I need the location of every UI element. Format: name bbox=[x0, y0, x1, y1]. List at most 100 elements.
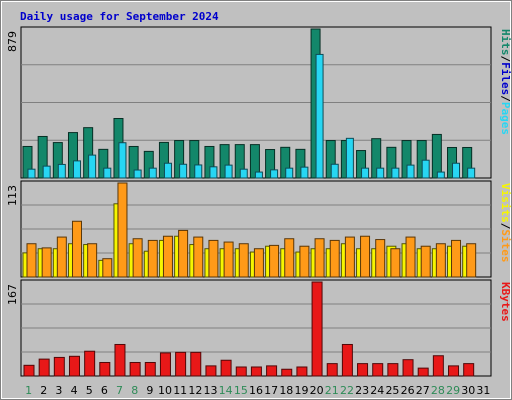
day-label-21: 21 bbox=[325, 384, 339, 397]
bar-sites-9 bbox=[147, 239, 158, 278]
bar-sites-21 bbox=[329, 239, 340, 278]
bar-kbytes-14 bbox=[220, 359, 232, 377]
bar-pages-7 bbox=[118, 142, 127, 179]
day-label-26: 26 bbox=[401, 384, 415, 397]
bar-sites-11 bbox=[178, 229, 189, 278]
bar-hits-16 bbox=[249, 144, 260, 179]
bar-pages-21 bbox=[330, 163, 339, 179]
bar-sites-28 bbox=[435, 243, 446, 278]
bar-kbytes-17 bbox=[266, 365, 278, 377]
day-label-19: 19 bbox=[294, 384, 308, 397]
bar-sites-19 bbox=[299, 245, 310, 278]
bar-pages-18 bbox=[285, 167, 294, 179]
day-label-5: 5 bbox=[86, 384, 93, 397]
bar-kbytes-6 bbox=[99, 361, 111, 377]
bar-sites-1 bbox=[26, 243, 37, 278]
day-label-13: 13 bbox=[204, 384, 218, 397]
bar-pages-3 bbox=[57, 163, 66, 179]
bar-pages-22 bbox=[345, 137, 354, 179]
bar-pages-1 bbox=[27, 168, 36, 179]
legend-item: / bbox=[499, 223, 512, 230]
bar-pages-19 bbox=[300, 166, 309, 179]
bar-sites-20 bbox=[314, 238, 325, 278]
day-label-25: 25 bbox=[385, 384, 399, 397]
bar-kbytes-22 bbox=[341, 343, 353, 377]
panel-legend: KBytes bbox=[499, 282, 512, 322]
bar-pages-25 bbox=[391, 167, 400, 179]
day-label-20: 20 bbox=[310, 384, 324, 397]
day-label-22: 22 bbox=[340, 384, 354, 397]
bar-kbytes-21 bbox=[326, 363, 338, 377]
day-label-31: 31 bbox=[476, 384, 490, 397]
bar-sites-18 bbox=[284, 238, 295, 278]
series-pages bbox=[27, 53, 476, 179]
bar-kbytes-5 bbox=[84, 350, 96, 377]
day-label-15: 15 bbox=[234, 384, 248, 397]
day-label-12: 12 bbox=[188, 384, 202, 397]
bar-kbytes-23 bbox=[357, 363, 369, 377]
bar-pages-16 bbox=[254, 171, 263, 179]
bar-pages-29 bbox=[452, 162, 461, 179]
day-label-4: 4 bbox=[71, 384, 78, 397]
bar-kbytes-28 bbox=[432, 355, 444, 377]
bar-kbytes-4 bbox=[68, 355, 80, 377]
bar-pages-2 bbox=[42, 165, 51, 179]
day-label-29: 29 bbox=[446, 384, 460, 397]
day-label-28: 28 bbox=[431, 384, 445, 397]
bar-kbytes-9 bbox=[144, 361, 156, 377]
bar-kbytes-20 bbox=[311, 281, 323, 377]
day-label-3: 3 bbox=[55, 384, 62, 397]
legend-item: Visits bbox=[499, 183, 512, 223]
bar-kbytes-7 bbox=[114, 343, 126, 377]
bar-pages-11 bbox=[179, 163, 188, 179]
bar-sites-12 bbox=[193, 236, 204, 278]
bar-kbytes-25 bbox=[387, 363, 399, 377]
day-labels: 1 2 3 4 5 6 7 8 9 10 11 12 13 14 15 16 17 18 19 20 21 22 23 24 2… bbox=[25, 384, 490, 397]
bar-kbytes-16 bbox=[250, 366, 262, 377]
bar-sites-14 bbox=[223, 241, 234, 278]
day-label-6: 6 bbox=[101, 384, 108, 397]
legend-item: KBytes bbox=[499, 282, 512, 322]
bar-kbytes-11 bbox=[175, 351, 187, 377]
day-label-10: 10 bbox=[158, 384, 172, 397]
bar-pages-4 bbox=[72, 160, 81, 179]
bar-kbytes-1 bbox=[23, 364, 35, 377]
bar-pages-23 bbox=[361, 167, 370, 179]
bar-kbytes-12 bbox=[190, 351, 202, 377]
bar-sites-2 bbox=[41, 247, 52, 278]
panel-visits-sites: 113 Visits/Sites bbox=[6, 180, 512, 278]
series-kbytes bbox=[23, 281, 475, 377]
bar-sites-6 bbox=[102, 258, 113, 278]
panel-kbytes: 167 KBytes bbox=[6, 279, 512, 377]
legend-item: Sites bbox=[499, 229, 512, 262]
day-label-14: 14 bbox=[219, 384, 233, 397]
bar-pages-15 bbox=[239, 168, 248, 179]
bar-sites-24 bbox=[375, 239, 386, 278]
panel-max-label: 879 bbox=[6, 31, 19, 52]
bar-kbytes-29 bbox=[448, 365, 460, 377]
bar-sites-13 bbox=[208, 239, 219, 278]
bar-kbytes-30 bbox=[463, 363, 475, 377]
bar-pages-8 bbox=[133, 169, 142, 179]
day-label-8: 8 bbox=[131, 384, 138, 397]
day-label-1: 1 bbox=[25, 384, 32, 397]
bar-kbytes-27 bbox=[417, 367, 429, 377]
bar-kbytes-8 bbox=[129, 361, 141, 377]
day-label-7: 7 bbox=[116, 384, 123, 397]
series-sites bbox=[26, 182, 477, 278]
bar-sites-15 bbox=[238, 243, 249, 278]
panel-max-label: 167 bbox=[6, 284, 19, 305]
bar-pages-24 bbox=[376, 167, 385, 179]
bar-kbytes-15 bbox=[235, 366, 247, 377]
bar-pages-6 bbox=[103, 167, 112, 179]
panel-max-label: 113 bbox=[6, 185, 19, 206]
bar-pages-12 bbox=[194, 164, 203, 179]
bar-sites-29 bbox=[451, 239, 462, 278]
bar-kbytes-18 bbox=[281, 368, 293, 377]
bar-sites-22 bbox=[344, 236, 355, 278]
legend-item: Files bbox=[499, 62, 512, 95]
day-label-23: 23 bbox=[355, 384, 369, 397]
bar-kbytes-3 bbox=[53, 356, 65, 377]
